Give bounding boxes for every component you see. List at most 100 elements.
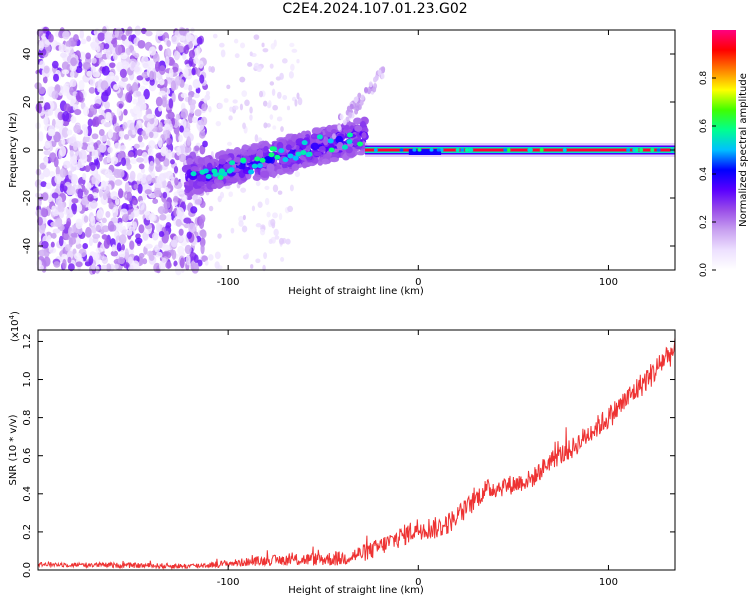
noise-blob: [44, 142, 51, 149]
noise-blob: [148, 140, 156, 150]
line-knot: [503, 148, 508, 152]
noise-blob: [186, 231, 192, 239]
snr-multiplier-exponent: 4: [8, 314, 16, 319]
noise-blob: [38, 249, 46, 257]
noise-blob: [83, 188, 89, 196]
noise-blob: [180, 170, 185, 179]
noise-blob: [87, 193, 94, 202]
noise-blob: [108, 202, 114, 210]
noise-blob: [121, 76, 129, 82]
noise-blob: [158, 240, 163, 249]
band-blob: [281, 162, 288, 169]
band-blob: [326, 124, 333, 133]
noise-blob: [143, 88, 150, 100]
noise-blob: [96, 209, 104, 220]
noise-blob: [89, 137, 94, 148]
noise-blob: [75, 261, 83, 268]
noise-blob: [93, 142, 98, 150]
noise-blob: [157, 206, 166, 215]
noise-blob: [76, 203, 83, 212]
line-dip: [408, 149, 442, 155]
noise-blob: [182, 52, 187, 61]
noise-blob: [244, 99, 250, 107]
streak-blob: [359, 99, 364, 106]
noise-blob: [241, 225, 248, 233]
noise-blob: [86, 70, 93, 77]
band-blob: [322, 136, 329, 146]
noise-blob: [145, 30, 153, 37]
noise-blob: [71, 198, 79, 204]
noise-blob: [53, 131, 61, 143]
streak-blob: [354, 96, 359, 103]
band-blob: [361, 132, 367, 139]
noise-blob: [88, 87, 96, 94]
noise-blob: [188, 56, 193, 67]
noise-blob: [272, 125, 277, 130]
noise-blob: [77, 188, 84, 199]
noise-blob: [185, 254, 191, 266]
noise-blob: [37, 198, 42, 207]
noise-blob: [200, 231, 207, 239]
spectrogram-y-tick-label: 40: [22, 48, 33, 61]
noise-blob: [69, 149, 74, 157]
noise-blob: [147, 147, 154, 156]
spectrogram-y-ticks: -40 -20 0 20 40: [22, 48, 675, 254]
noise-blob: [95, 53, 103, 59]
noise-blob: [35, 168, 42, 176]
noise-blob: [67, 256, 72, 264]
noise-blob: [183, 83, 189, 90]
noise-blob: [171, 92, 176, 103]
noise-blob: [166, 137, 173, 145]
band-blob: [252, 174, 262, 181]
noise-blob: [188, 222, 196, 234]
noise-blob: [123, 109, 128, 116]
noise-blob: [101, 217, 107, 224]
line-knot: [399, 148, 404, 152]
noise-blob: [163, 158, 170, 167]
noise-blob: [113, 84, 119, 91]
noise-blob: [57, 111, 64, 121]
line-knot: [455, 148, 460, 152]
snr-y-tick-label: 1.2: [22, 333, 33, 349]
noise-blob: [146, 113, 155, 119]
noise-blob: [42, 76, 48, 84]
noise-blob: [126, 83, 132, 92]
snr-multiplier-close: ): [10, 311, 21, 315]
noise-blob: [226, 141, 233, 146]
noise-blob: [98, 128, 105, 137]
noise-blob: [75, 91, 84, 103]
noise-blob: [100, 61, 107, 67]
noise-blob: [176, 207, 185, 218]
noise-blob: [158, 231, 165, 238]
noise-blob: [155, 29, 164, 37]
noise-blob: [37, 216, 43, 226]
streak-blob: [367, 88, 372, 95]
noise-blob: [101, 225, 110, 233]
line-knot: [417, 148, 422, 152]
noise-blob: [35, 259, 42, 268]
noise-blob: [289, 42, 295, 48]
noise-blob: [155, 163, 163, 173]
band-blob: [291, 163, 300, 171]
noise-blob: [245, 253, 250, 258]
band-blob: [250, 143, 258, 151]
noise-blob: [152, 198, 159, 204]
noise-blob: [272, 212, 278, 219]
snr-series-line: [37, 337, 676, 571]
noise-blob: [249, 51, 253, 57]
noise-blob: [48, 33, 54, 43]
noise-blob: [42, 167, 51, 178]
noise-blob: [58, 211, 65, 219]
noise-blob: [91, 133, 99, 140]
noise-blob: [155, 96, 163, 107]
noise-blob: [114, 28, 120, 38]
band-blob: [276, 168, 284, 174]
noise-blob: [255, 223, 262, 228]
noise-blob: [165, 214, 172, 222]
band-hot-spot: [274, 154, 281, 160]
noise-blob: [174, 177, 179, 186]
noise-blob: [226, 84, 231, 90]
band-blob: [233, 156, 242, 163]
noise-blob: [87, 154, 92, 163]
